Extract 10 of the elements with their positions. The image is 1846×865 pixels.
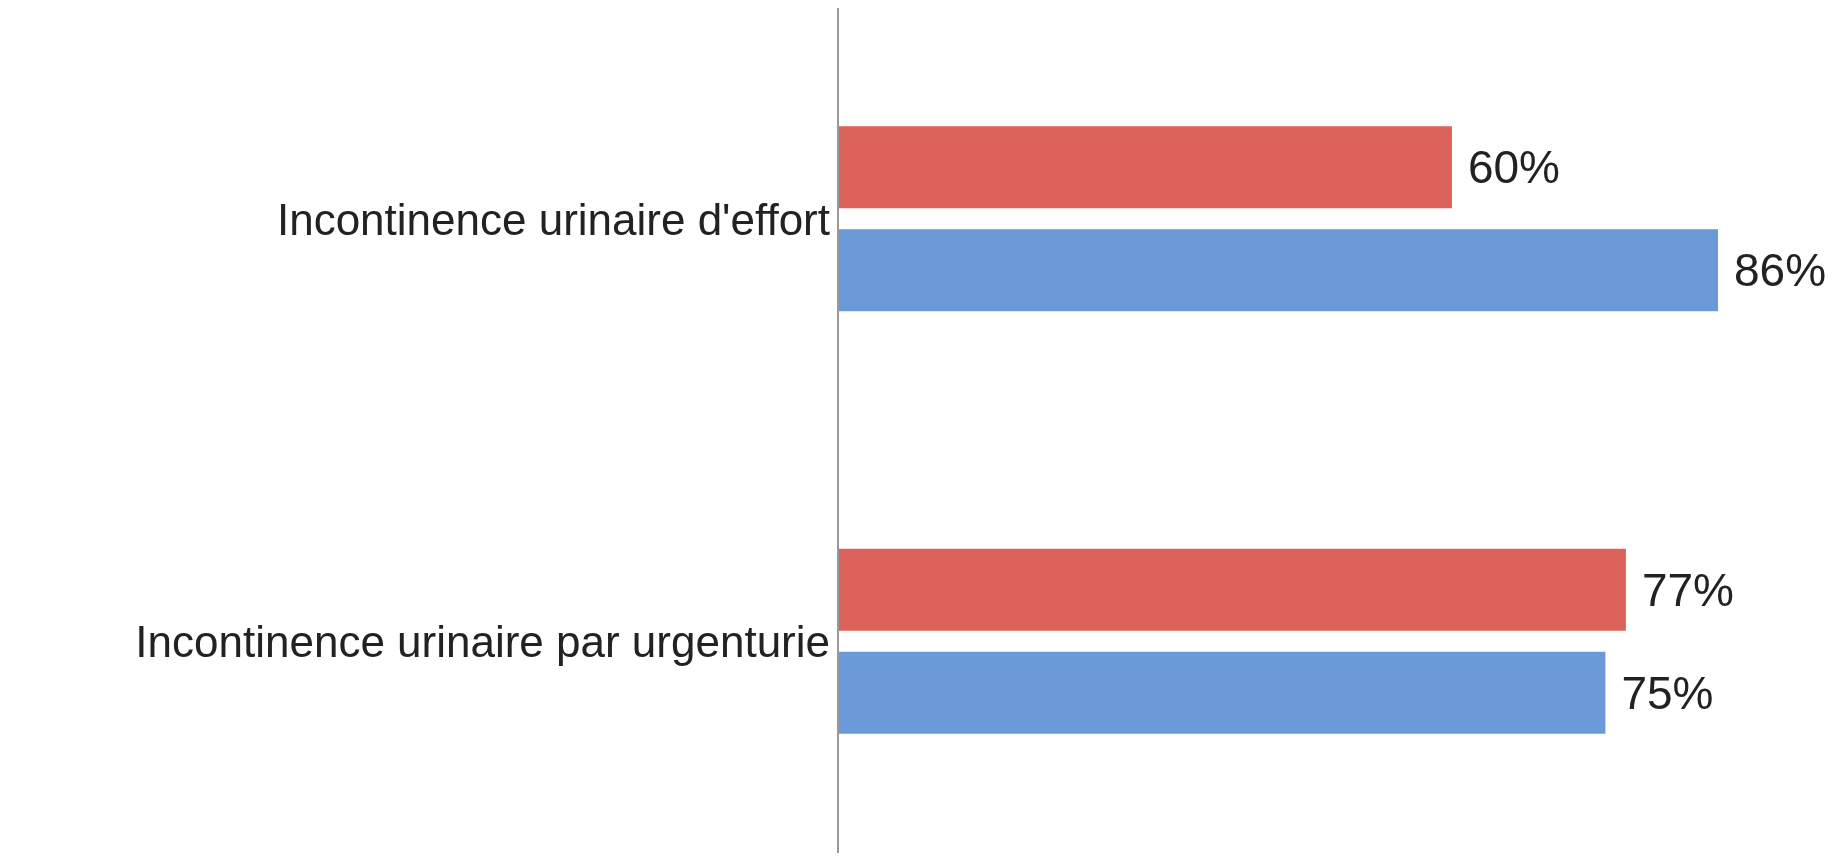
bar xyxy=(838,651,1606,734)
data-label: 75% xyxy=(1621,666,1714,719)
data-label: 60% xyxy=(1467,141,1561,194)
bar xyxy=(838,229,1718,312)
bar xyxy=(838,548,1626,631)
data-label: 86% xyxy=(1734,244,1827,297)
bar xyxy=(838,126,1452,209)
y-tick-label: Incontinence urinaire par urgenturie xyxy=(135,617,830,667)
y-tick-label: Incontinence urinaire d'effort xyxy=(276,194,830,244)
data-label: 77% xyxy=(1641,563,1734,616)
